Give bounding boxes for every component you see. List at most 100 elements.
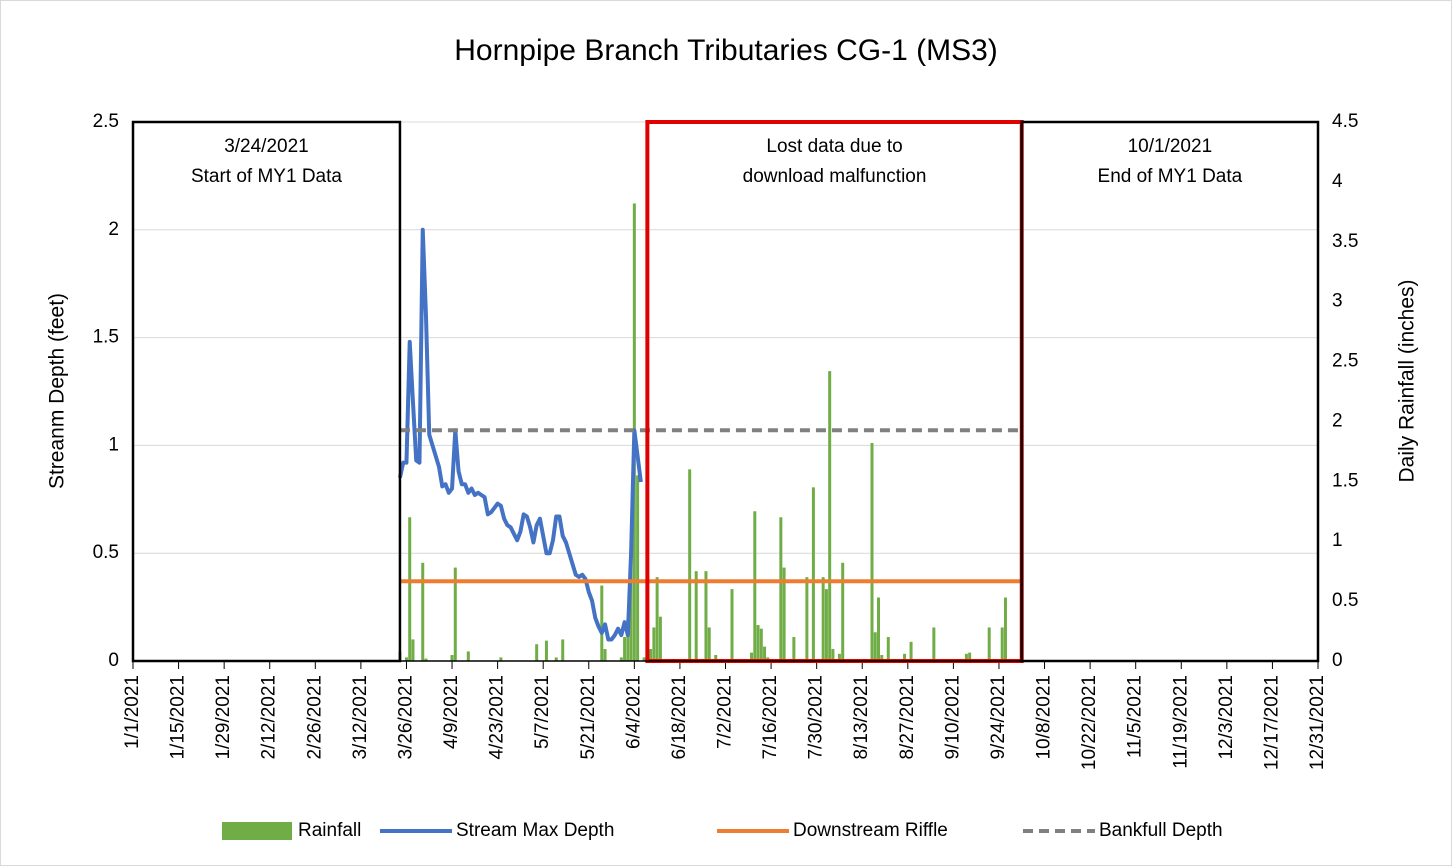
rain-bar	[649, 649, 653, 661]
rain-bar	[600, 585, 604, 661]
rain-bar	[450, 655, 454, 661]
x-tick-label: 4/9/2021	[441, 675, 462, 749]
rain-bar	[408, 517, 412, 661]
rain-bar	[424, 658, 428, 661]
x-tick-label: 10/22/2021	[1079, 675, 1100, 770]
y2-tick-label: 3.5	[1332, 231, 1358, 252]
rain-bar	[909, 641, 913, 661]
rain-bar	[886, 637, 890, 661]
y2-tick-label: 4.5	[1332, 111, 1358, 132]
y-tick-label: 0.5	[93, 542, 119, 563]
x-tick-label: 5/21/2021	[578, 675, 599, 760]
x-tick-label: 1/15/2021	[168, 675, 189, 760]
legend-label: Rainfall	[298, 820, 361, 841]
x-tick-label: 12/31/2021	[1307, 675, 1328, 770]
x-tick-label: 11/5/2021	[1125, 675, 1146, 758]
x-tick-label: 11/19/2021	[1170, 675, 1191, 769]
rain-bar	[704, 571, 708, 661]
rain-bar	[837, 653, 841, 661]
x-tick-label: 9/24/2021	[988, 675, 1009, 760]
rain-bar	[655, 577, 659, 661]
x-tick-label: 10/8/2021	[1034, 675, 1055, 760]
y2-tick-label: 3	[1332, 291, 1343, 312]
rain-bar	[841, 562, 845, 661]
rain-bar	[811, 487, 815, 661]
chart-title: Hornpipe Branch Tributaries CG-1 (MS3)	[454, 34, 998, 67]
rain-bar	[626, 619, 630, 661]
rain-bar	[499, 657, 503, 661]
x-tick-label: 2/12/2021	[259, 675, 280, 760]
x-tick-label: 6/4/2021	[623, 675, 644, 749]
legend-swatch	[222, 822, 292, 840]
rain-bar	[880, 655, 884, 661]
annotation-text: 10/1/2021	[1128, 136, 1213, 157]
y2-axis-label: Daily Rainfall (inches)	[1396, 279, 1419, 482]
y-tick-label: 1.5	[93, 327, 119, 348]
y-tick-label: 2.5	[93, 111, 119, 132]
rain-bar	[805, 577, 809, 661]
rain-bar	[658, 616, 662, 661]
y2-tick-label: 0	[1332, 650, 1343, 671]
rain-bar	[636, 475, 640, 661]
rain-bar	[603, 649, 607, 661]
x-tick-label: 1/29/2021	[213, 675, 234, 760]
rain-bar	[1000, 627, 1004, 661]
rain-bar	[870, 443, 874, 661]
x-tick-label: 5/7/2021	[532, 675, 553, 749]
legend-label: Downstream Riffle	[793, 820, 948, 841]
x-tick-label: 1/1/2021	[122, 675, 143, 749]
rain-bar	[619, 657, 623, 661]
rain-bar	[694, 571, 698, 661]
rain-bar	[759, 628, 763, 661]
rain-bar	[629, 555, 633, 661]
legend-label: Stream Max Depth	[456, 820, 614, 841]
rain-bar	[968, 652, 972, 661]
y2-tick-label: 2.5	[1332, 351, 1358, 372]
annotation-text: Lost data due to	[766, 136, 902, 157]
x-tick-label: 9/10/2021	[942, 675, 963, 760]
rain-bar	[964, 653, 968, 661]
rain-bar	[877, 597, 881, 661]
y-tick-label: 2	[108, 219, 119, 240]
x-tick-label: 3/12/2021	[350, 675, 371, 760]
annotation-text: download malfunction	[743, 166, 927, 187]
rain-bar	[554, 657, 558, 661]
x-tick-label: 12/3/2021	[1216, 675, 1237, 760]
annotation-text: End of MY1 Data	[1098, 166, 1243, 187]
rain-bar	[453, 567, 457, 661]
x-tick-label: 3/26/2021	[395, 675, 416, 760]
rain-bar	[782, 567, 786, 661]
rain-bar	[1003, 597, 1007, 661]
rain-bar	[652, 627, 656, 661]
y2-tick-label: 2	[1332, 410, 1343, 431]
rain-bar	[421, 562, 425, 661]
rain-bar	[404, 657, 408, 661]
rain-bar	[821, 577, 825, 661]
rain-bar	[987, 627, 991, 661]
y-tick-label: 0	[108, 650, 119, 671]
annotation-text: 3/24/2021	[224, 136, 309, 157]
x-tick-label: 8/27/2021	[897, 675, 918, 760]
rain-bar	[411, 639, 415, 661]
legend-label: Bankfull Depth	[1099, 820, 1223, 841]
y2-tick-label: 0.5	[1332, 590, 1358, 611]
x-tick-label: 2/26/2021	[304, 675, 325, 760]
x-tick-label: 6/18/2021	[669, 675, 690, 760]
rain-bar	[756, 625, 760, 661]
x-tick-label: 8/13/2021	[851, 675, 872, 760]
y-axis-label: Streanm Depth (feet)	[46, 293, 69, 489]
rain-bar	[688, 469, 692, 661]
rain-bar	[763, 646, 767, 661]
rain-bar	[707, 627, 711, 661]
rain-bar	[561, 639, 565, 661]
rain-bar	[466, 651, 470, 661]
x-tick-label: 7/2/2021	[715, 675, 736, 749]
rain-bar	[642, 657, 646, 661]
series-line	[397, 227, 643, 642]
rain-bar	[714, 655, 718, 661]
rain-bar	[828, 371, 832, 661]
rain-bar	[792, 637, 796, 661]
rain-bar	[753, 511, 757, 661]
